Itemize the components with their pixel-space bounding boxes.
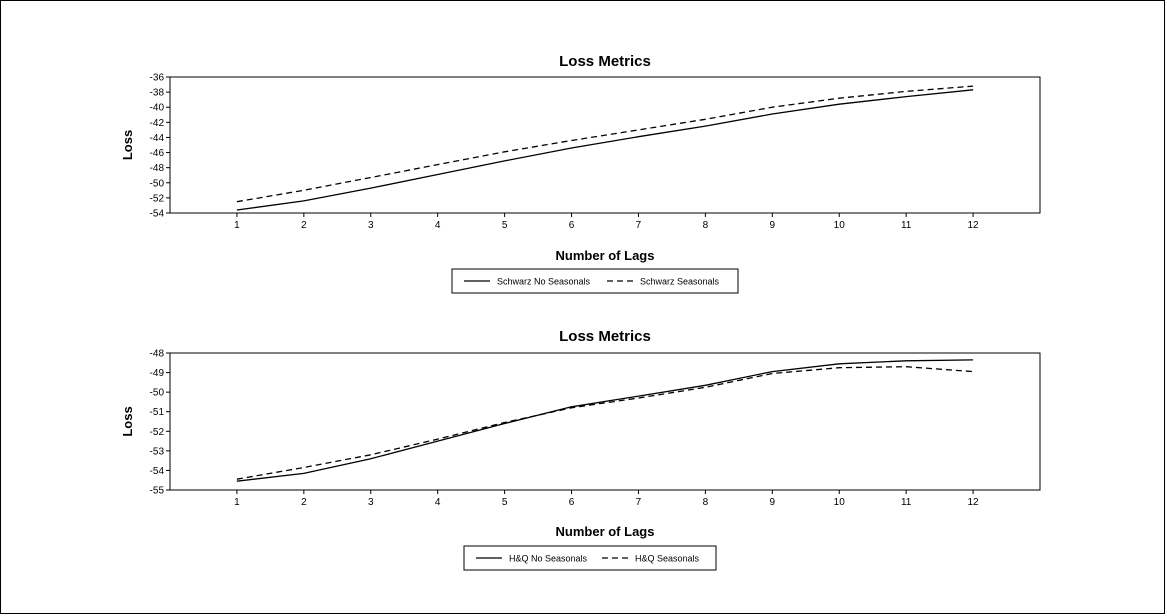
x-tick-label: 10 xyxy=(834,497,846,508)
legend-label: H&Q Seasonals xyxy=(635,554,700,564)
y-tick-label: -50 xyxy=(150,388,165,399)
chart-title: Loss Metrics xyxy=(559,328,651,345)
x-tick-label: 3 xyxy=(368,497,374,508)
x-tick-label: 7 xyxy=(636,220,642,231)
y-tick-label: -44 xyxy=(150,133,165,144)
x-tick-label: 8 xyxy=(703,497,709,508)
legend-label: Schwarz No Seasonals xyxy=(497,277,591,287)
x-tick-label: 12 xyxy=(968,497,980,508)
chart-2: Loss Metrics-48-49-50-51-52-53-54-551 2 3 4… xyxy=(120,328,1041,571)
x-axis-title: Number of Lags xyxy=(556,524,655,539)
x-tick-label: 10 xyxy=(834,220,846,231)
series-line-1 xyxy=(236,89,974,211)
y-tick-label: -40 xyxy=(150,103,165,114)
y-axis-title: Loss xyxy=(120,130,135,160)
y-tick-label: -42 xyxy=(150,118,165,129)
y-tick-label: -51 xyxy=(150,407,165,418)
x-tick-label: 11 xyxy=(901,220,912,231)
x-tick-label: 7 xyxy=(636,497,642,508)
x-tick-label: 2 xyxy=(301,497,307,508)
x-tick-label: 6 xyxy=(569,220,575,231)
x-tick-label: 1 xyxy=(234,497,240,508)
x-tick-label: 8 xyxy=(703,220,709,231)
y-tick-label: -54 xyxy=(150,466,165,477)
legend: H&Q No Seasonals H&Q Seasonals xyxy=(463,545,717,571)
y-tick-label: -52 xyxy=(150,427,165,438)
y-axis-title: Loss xyxy=(120,406,135,436)
x-tick-label: 12 xyxy=(968,220,980,231)
series-line-1 xyxy=(236,359,974,482)
x-axis-title: Number of Lags xyxy=(556,248,655,263)
x-tick-label: 4 xyxy=(435,220,441,231)
y-tick-label: -55 xyxy=(150,486,165,497)
series-line-2 xyxy=(236,366,974,480)
x-tick-label: 5 xyxy=(502,497,508,508)
y-tick-label: -38 xyxy=(150,88,165,99)
y-tick-label: -36 xyxy=(150,73,165,84)
legend-label: Schwarz Seasonals xyxy=(640,277,720,287)
x-tick-label: 6 xyxy=(569,497,575,508)
x-tick-label: 5 xyxy=(502,220,508,231)
plot-area xyxy=(169,352,1041,491)
chart-title: Loss Metrics xyxy=(559,53,651,70)
x-tick-label: 4 xyxy=(435,497,441,508)
y-tick-label: -49 xyxy=(150,368,165,379)
x-tick-label: 1 xyxy=(234,220,240,231)
x-tick-label: 3 xyxy=(368,220,374,231)
y-tick-label: -52 xyxy=(150,193,165,204)
legend-box xyxy=(463,545,717,571)
y-tick-label: -46 xyxy=(150,148,165,159)
legend-box xyxy=(451,268,739,294)
chart-1: Loss Metrics -36 -38 -40 -42 -44 -46 -48 -50 -52 -… xyxy=(120,53,1041,294)
x-tick-label: 9 xyxy=(770,497,776,508)
series-line-2 xyxy=(236,85,974,203)
legend-label: H&Q No Seasonals xyxy=(509,554,588,564)
y-tick-label: -48 xyxy=(150,349,165,360)
y-tick-label: -54 xyxy=(150,209,165,220)
x-tick-label: 2 xyxy=(301,220,307,231)
legend: Schwarz No Seasonals Schwarz Seasonals xyxy=(451,268,739,294)
y-tick-label: -50 xyxy=(150,178,165,189)
plot-area xyxy=(169,76,1041,214)
x-tick-label: 9 xyxy=(770,220,776,231)
y-tick-label: -48 xyxy=(150,163,165,174)
x-tick-label: 11 xyxy=(901,497,912,508)
y-tick-label: -53 xyxy=(150,446,165,457)
